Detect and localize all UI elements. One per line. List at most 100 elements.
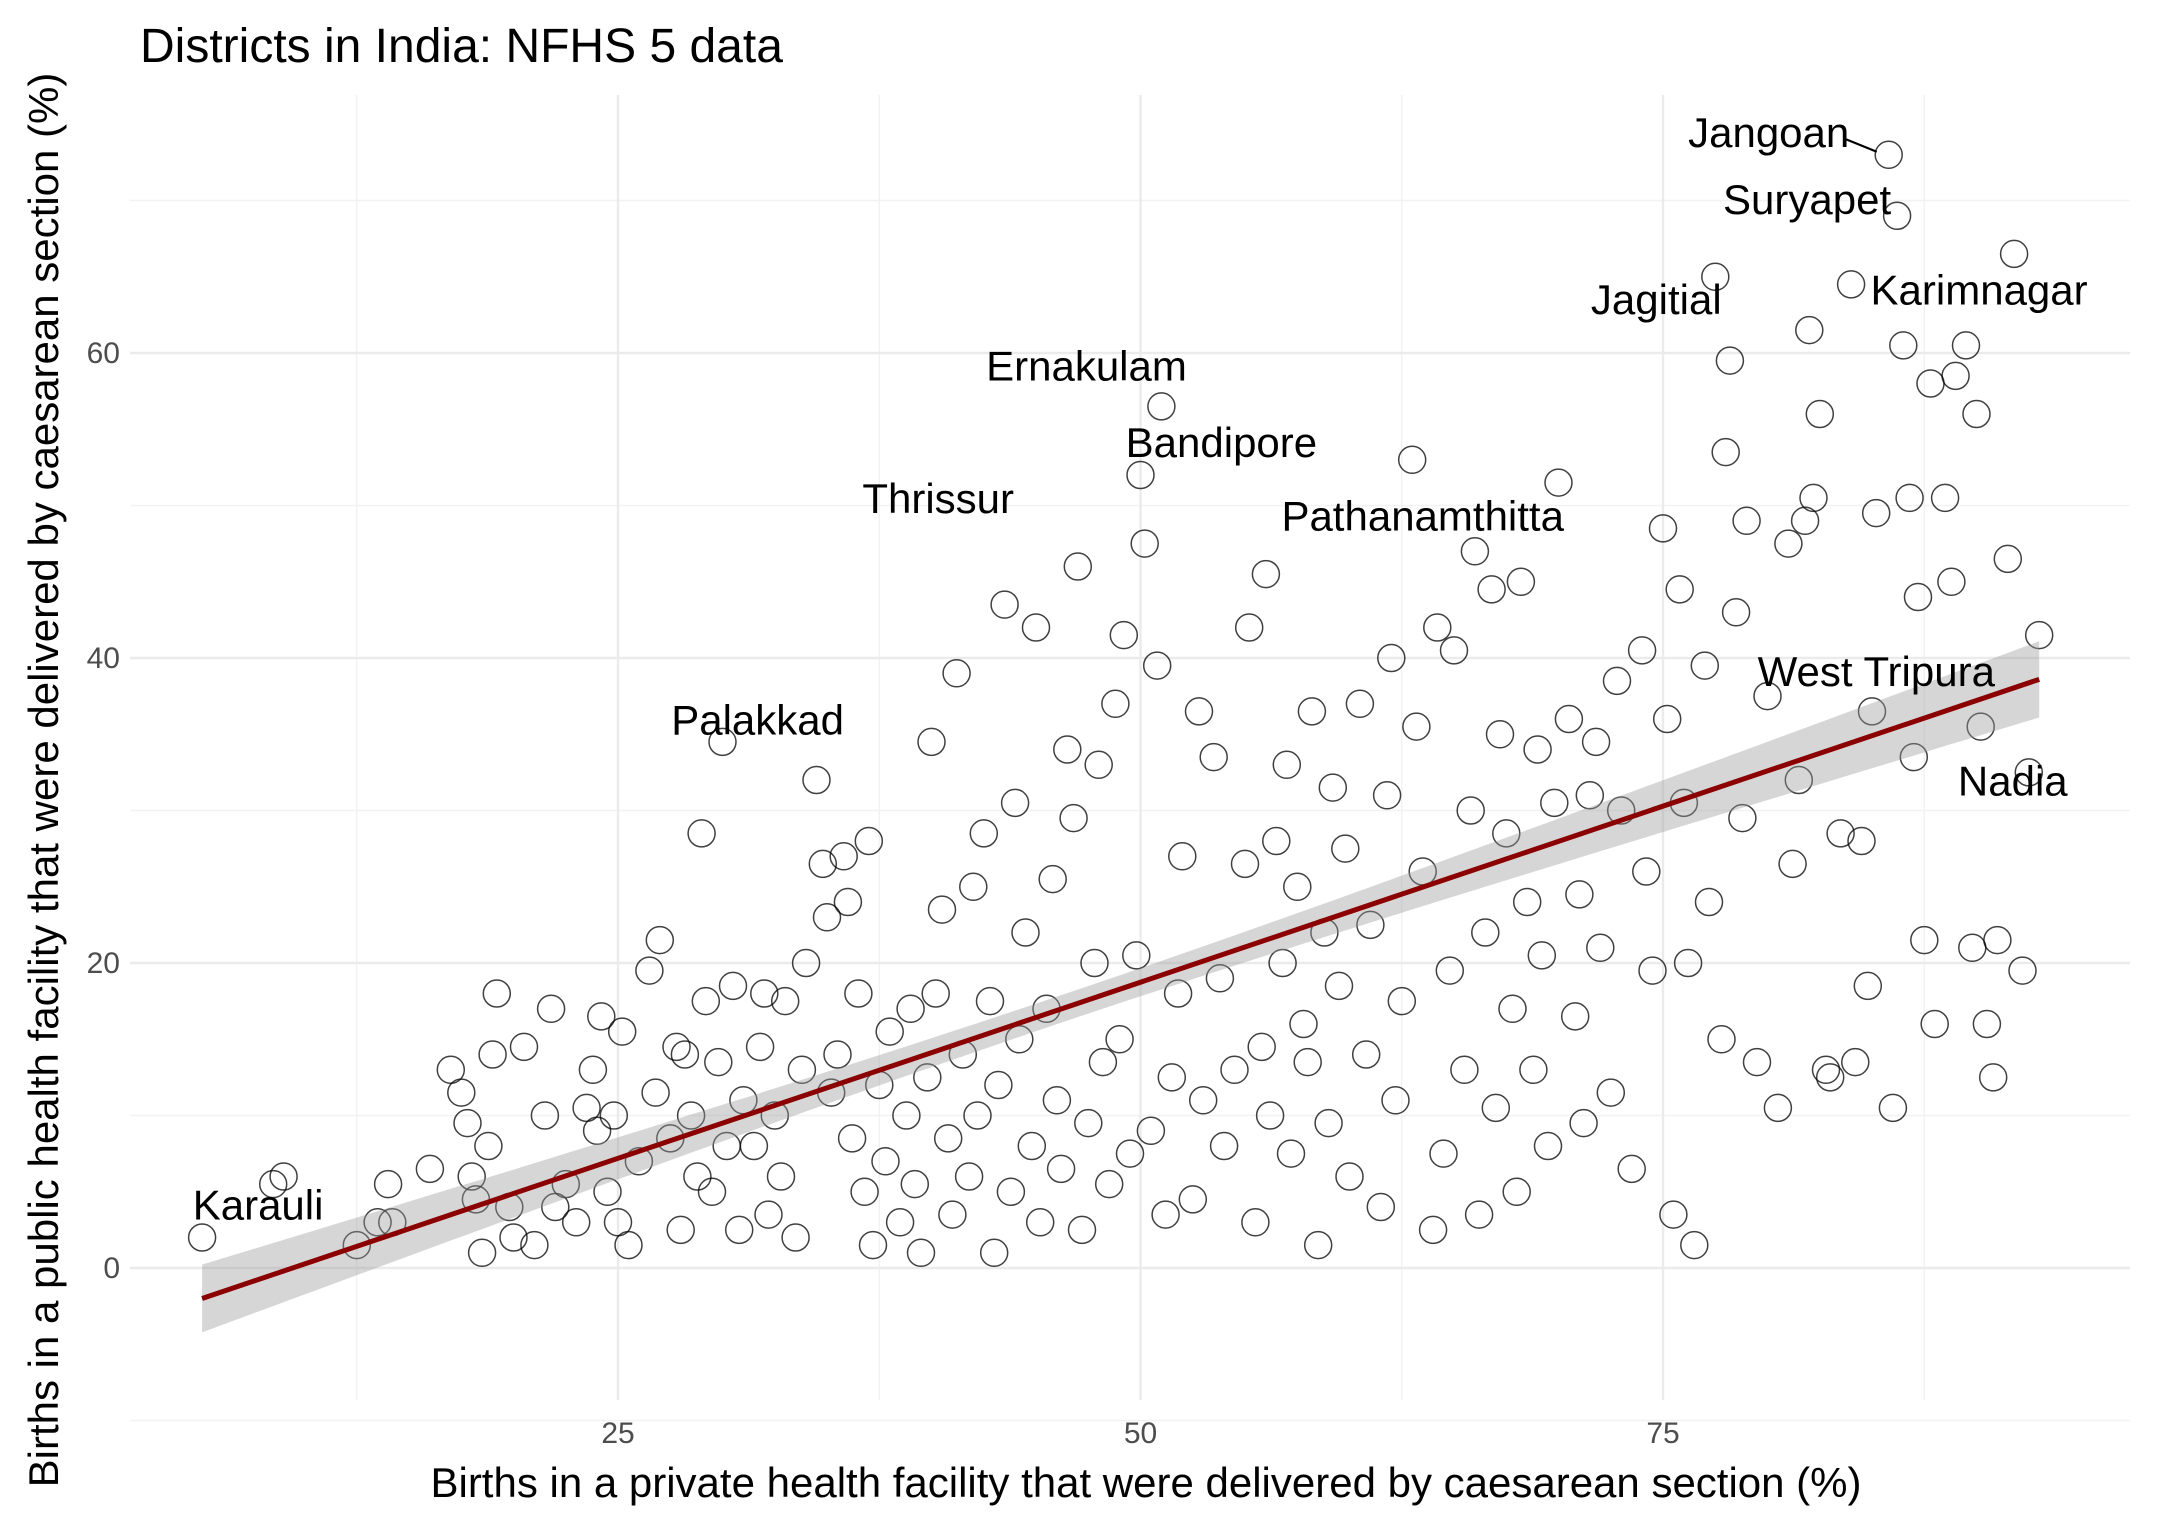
data-point bbox=[536, 994, 566, 1024]
data-point bbox=[1151, 1200, 1180, 1229]
district-label: Jangoan bbox=[1688, 109, 1849, 156]
data-point bbox=[1763, 1093, 1793, 1123]
data-point bbox=[1861, 498, 1891, 528]
data-point bbox=[1575, 781, 1605, 810]
data-point bbox=[1063, 552, 1093, 581]
data-point bbox=[1778, 849, 1807, 879]
data-point bbox=[1790, 506, 1820, 536]
data-point bbox=[1283, 872, 1312, 902]
data-point bbox=[837, 1124, 867, 1153]
data-point bbox=[1184, 697, 1214, 726]
data-point bbox=[691, 986, 721, 1016]
data-point bbox=[1882, 201, 1912, 231]
data-point bbox=[1324, 971, 1354, 1001]
data-point bbox=[1632, 857, 1661, 886]
data-point bbox=[724, 1215, 754, 1245]
data-point bbox=[844, 979, 873, 1008]
data-point bbox=[1074, 1108, 1103, 1138]
data-point bbox=[1230, 849, 1260, 879]
x-tick-label: 75 bbox=[1646, 1417, 1679, 1450]
data-point bbox=[447, 1078, 476, 1107]
data-point bbox=[1017, 1131, 1047, 1161]
data-point bbox=[1962, 399, 1991, 429]
data-point bbox=[1439, 636, 1469, 665]
data-point bbox=[1502, 1177, 1531, 1207]
y-tick-label: 40 bbox=[87, 642, 120, 675]
data-point bbox=[990, 590, 1019, 619]
data-point bbox=[1005, 1025, 1034, 1054]
data-point bbox=[187, 1223, 217, 1252]
data-point bbox=[1477, 575, 1506, 604]
district-label: Ernakulam bbox=[986, 342, 1187, 389]
data-point bbox=[1147, 392, 1176, 421]
data-point bbox=[520, 1230, 549, 1260]
data-point bbox=[509, 1032, 539, 1062]
data-point bbox=[996, 1177, 1026, 1207]
data-point bbox=[1569, 1108, 1598, 1138]
data-point bbox=[979, 1238, 1009, 1268]
data-point bbox=[582, 1116, 612, 1146]
data-point bbox=[415, 1154, 445, 1184]
data-point bbox=[1435, 956, 1465, 985]
data-point bbox=[1903, 582, 1933, 612]
data-point bbox=[1025, 1208, 1055, 1237]
data-point bbox=[754, 1200, 783, 1229]
data-point bbox=[1972, 1009, 2002, 1039]
data-point bbox=[1874, 140, 1903, 170]
data-point bbox=[906, 1238, 936, 1268]
data-point bbox=[1498, 994, 1527, 1024]
data-point bbox=[1157, 1063, 1187, 1092]
data-point bbox=[1381, 1086, 1410, 1115]
data-point bbox=[1560, 1002, 1590, 1031]
data-point bbox=[1999, 239, 2029, 269]
district-label: Karauli bbox=[193, 1182, 324, 1229]
data-point bbox=[1586, 933, 1615, 963]
data-point bbox=[1993, 544, 2023, 574]
data-point bbox=[676, 1101, 706, 1130]
data-point bbox=[1122, 941, 1151, 970]
data-point bbox=[607, 1017, 637, 1046]
data-point bbox=[1784, 765, 1814, 795]
data-point bbox=[1276, 1139, 1306, 1168]
data-point bbox=[1937, 567, 1966, 597]
data-point bbox=[1665, 575, 1694, 604]
data-point bbox=[1753, 681, 1782, 711]
district-label: Karimnagar bbox=[1871, 266, 2088, 313]
data-point bbox=[927, 895, 957, 924]
x-axis-title: Births in a private health facility that… bbox=[430, 1459, 1861, 1506]
data-point bbox=[1544, 468, 1573, 497]
data-point bbox=[1652, 704, 1682, 734]
data-point bbox=[885, 1208, 915, 1237]
trend-line-group bbox=[201, 641, 2040, 1333]
data-point bbox=[1659, 1200, 1688, 1229]
data-point bbox=[1983, 925, 2012, 955]
data-point bbox=[1836, 270, 1866, 299]
data-point bbox=[1920, 1009, 1949, 1039]
data-point bbox=[1053, 735, 1082, 764]
district-label: Pathanamthitta bbox=[1281, 493, 1564, 540]
district-label: Suryapet bbox=[1723, 176, 1891, 223]
data-point bbox=[900, 1169, 930, 1199]
data-point bbox=[1638, 956, 1667, 985]
data-point bbox=[1978, 1063, 2008, 1092]
data-point bbox=[670, 1040, 700, 1069]
data-point bbox=[1251, 559, 1281, 589]
data-point bbox=[683, 1162, 712, 1191]
gridlines bbox=[130, 95, 2130, 1422]
data-point bbox=[1429, 1139, 1458, 1168]
data-point bbox=[745, 1032, 775, 1062]
data-point bbox=[1377, 643, 1406, 673]
data-point bbox=[984, 1070, 1013, 1100]
data-point bbox=[1105, 1025, 1134, 1054]
data-point bbox=[1088, 1047, 1118, 1077]
data-point bbox=[478, 1040, 507, 1069]
data-point bbox=[854, 826, 884, 856]
data-point bbox=[1694, 887, 1724, 917]
data-point bbox=[1815, 1063, 1845, 1092]
data-point bbox=[1059, 803, 1088, 833]
data-point bbox=[1314, 1108, 1343, 1138]
data-point bbox=[1715, 346, 1745, 375]
data-point bbox=[457, 1162, 486, 1191]
district-label: West Tripura bbox=[1758, 648, 1996, 695]
